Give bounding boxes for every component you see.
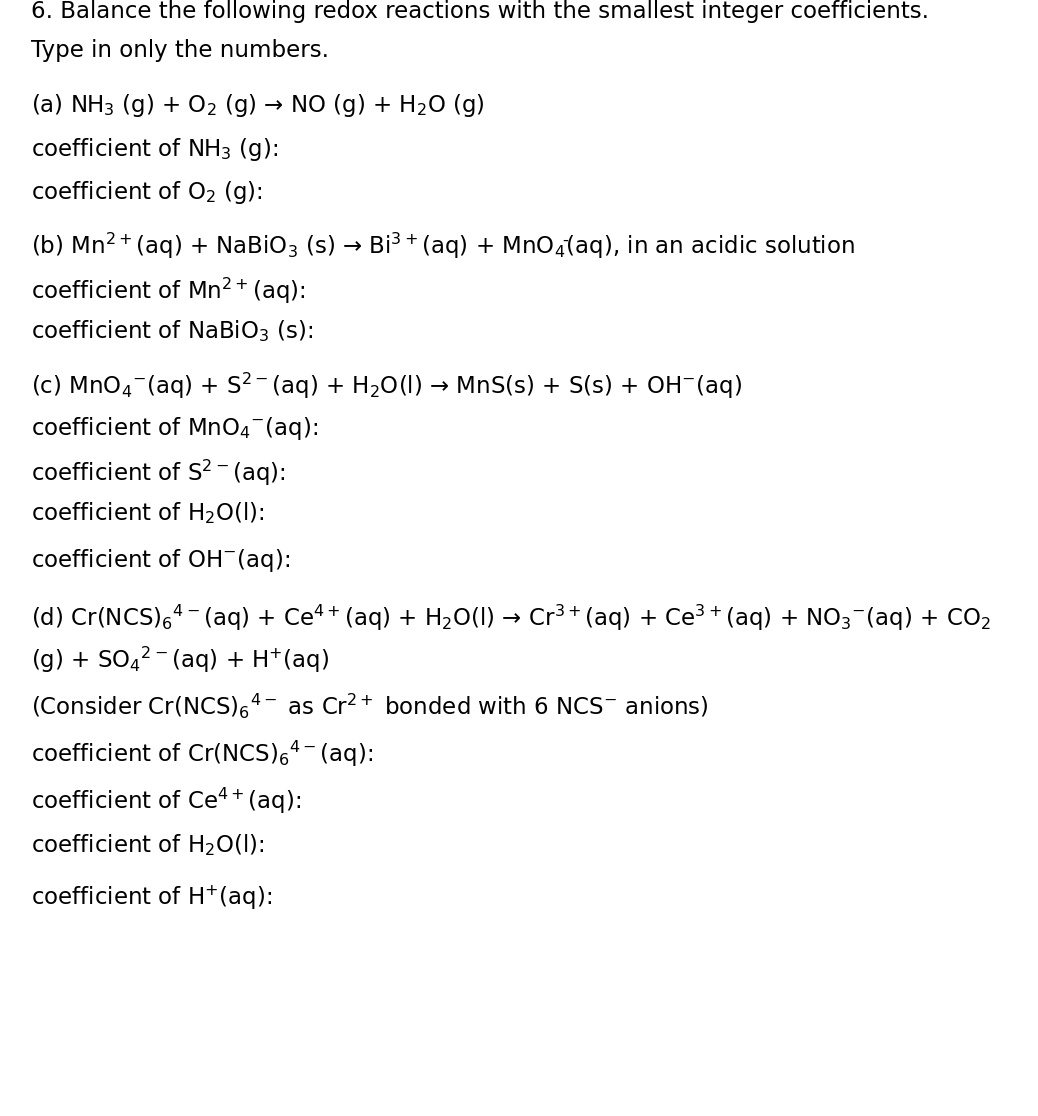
Text: (d) Cr(NCS)$_6$$^{4-}$(aq) + Ce$^{4+}$(aq) + H$_2$O(l) → Cr$^{3+}$(aq) + Ce$^{3+: (d) Cr(NCS)$_6$$^{4-}$(aq) + Ce$^{4+}$(a…: [31, 603, 991, 633]
Text: (c) MnO$_4$$^{-}$(aq) + S$^{2-}$(aq) + H$_2$O(l) → MnS(s) + S(s) + OH$^{-}$(aq): (c) MnO$_4$$^{-}$(aq) + S$^{2-}$(aq) + H…: [31, 371, 742, 401]
Text: 6. Balance the following redox reactions with the smallest integer coefficients.: 6. Balance the following redox reactions…: [31, 0, 929, 23]
Text: coefficient of O$_2$ (g):: coefficient of O$_2$ (g):: [31, 179, 263, 205]
Text: coefficient of NH$_3$ (g):: coefficient of NH$_3$ (g):: [31, 136, 278, 163]
Text: coefficient of NaBiO$_3$ (s):: coefficient of NaBiO$_3$ (s):: [31, 318, 313, 344]
Text: coefficient of Ce$^{4+}$(aq):: coefficient of Ce$^{4+}$(aq):: [31, 786, 301, 816]
Text: coefficient of MnO$_4$$^{-}$(aq):: coefficient of MnO$_4$$^{-}$(aq):: [31, 415, 319, 442]
Text: (a) NH$_3$ (g) + O$_2$ (g) → NO (g) + H$_2$O (g): (a) NH$_3$ (g) + O$_2$ (g) → NO (g) + H$…: [31, 92, 485, 118]
Text: coefficient of S$^{2-}$(aq):: coefficient of S$^{2-}$(aq):: [31, 458, 285, 488]
Text: (b) Mn$^{2+}$(aq) + NaBiO$_3$ (s) → Bi$^{3+}$(aq) + MnO$_4$$^{\bar{}}$(aq), in a: (b) Mn$^{2+}$(aq) + NaBiO$_3$ (s) → Bi$^…: [31, 231, 855, 261]
Text: coefficient of OH$^{-}$(aq):: coefficient of OH$^{-}$(aq):: [31, 547, 291, 574]
Text: (g) + SO$_4$$^{2-}$(aq) + H$^{+}$(aq): (g) + SO$_4$$^{2-}$(aq) + H$^{+}$(aq): [31, 645, 329, 675]
Text: coefficient of Mn$^{2+}$(aq):: coefficient of Mn$^{2+}$(aq):: [31, 276, 305, 306]
Text: coefficient of Cr(NCS)$_6$$^{4-}$(aq):: coefficient of Cr(NCS)$_6$$^{4-}$(aq):: [31, 739, 374, 769]
Text: (Consider Cr(NCS)$_6$$^{4-}$ as Cr$^{2+}$ bonded with 6 NCS$^{-}$ anions): (Consider Cr(NCS)$_6$$^{4-}$ as Cr$^{2+}…: [31, 692, 709, 721]
Text: Type in only the numbers.: Type in only the numbers.: [31, 39, 329, 62]
Text: coefficient of H$_2$O(l):: coefficient of H$_2$O(l):: [31, 833, 265, 858]
Text: coefficient of H$^{+}$(aq):: coefficient of H$^{+}$(aq):: [31, 884, 272, 913]
Text: coefficient of H$_2$O(l):: coefficient of H$_2$O(l):: [31, 500, 265, 526]
